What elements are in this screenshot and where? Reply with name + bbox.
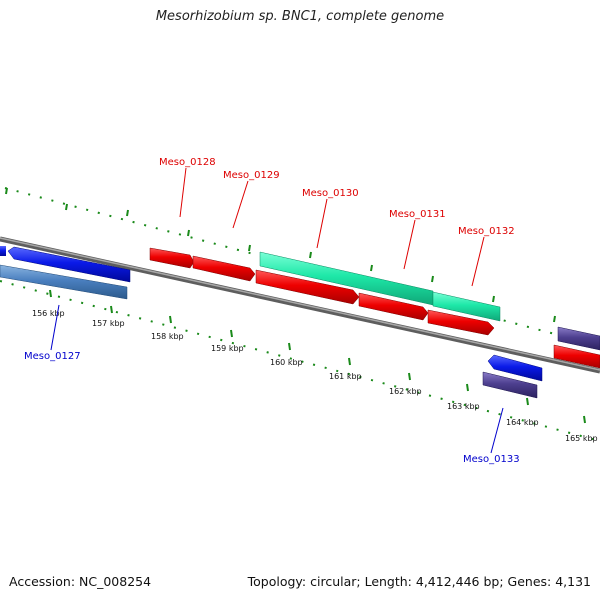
kbp-label: 163 kbp	[447, 402, 480, 411]
upper-tick-ring	[4, 187, 600, 347]
gene-label-meso-0133[interactable]: Meso_0133	[463, 454, 520, 465]
leader-meso-0130	[316, 198, 328, 249]
leader-meso-0129	[232, 180, 249, 229]
gene-labels: Meso_0128 Meso_0129 Meso_0130 Meso_0131 …	[24, 157, 520, 465]
cds-feature-meso-0131[interactable]	[358, 292, 429, 321]
feature-track	[0, 246, 600, 399]
leader-meso-0128	[179, 167, 187, 218]
cds-feature-meso-0127[interactable]	[7, 246, 131, 283]
kbp-label: 159 kbp	[211, 344, 244, 353]
kbp-label: 162 kbp	[389, 387, 422, 396]
upper-major-tick	[431, 275, 434, 283]
kbp-label: 160 kbp	[270, 358, 303, 367]
map-title: Mesorhizobium sp. BNC1, complete genome	[155, 9, 445, 24]
gene-label-meso-0130[interactable]: Meso_0130	[302, 188, 359, 199]
kbp-label: 158 kbp	[151, 332, 184, 341]
kbp-label: 161 kbp	[329, 372, 362, 381]
lower-major-tick	[348, 357, 351, 366]
lower-major-tick	[110, 305, 113, 314]
genome-summary-text: Topology: circular; Length: 4,412,446 bp…	[247, 574, 591, 589]
cds-feature-right-edge[interactable]	[553, 344, 600, 369]
upper-major-tick	[187, 229, 190, 237]
gene-feature-meso-0132[interactable]	[432, 291, 501, 322]
lower-major-tick	[169, 315, 172, 324]
lower-major-tick	[49, 289, 52, 298]
gene-label-leaders	[50, 167, 504, 454]
kbp-label: 164 kbp	[506, 418, 539, 427]
cds-feature-edge-left[interactable]	[0, 246, 6, 256]
kbp-label: 165 kbp	[565, 434, 598, 443]
leader-meso-0132	[471, 236, 485, 287]
cds-feature-meso-0128[interactable]	[149, 247, 195, 269]
gene-label-meso-0131[interactable]: Meso_0131	[389, 209, 446, 220]
lower-major-tick	[526, 397, 529, 406]
upper-major-tick	[248, 244, 251, 252]
accession-text: Accession: NC_008254	[9, 574, 152, 589]
upper-major-tick	[492, 295, 495, 303]
leader-meso-0127	[50, 304, 60, 351]
kbp-label: 157 kbp	[92, 319, 125, 328]
gene-label-meso-0132[interactable]: Meso_0132	[458, 226, 515, 237]
lower-tick-ring	[0, 280, 600, 442]
gene-label-meso-0129[interactable]: Meso_0129	[223, 170, 280, 181]
cds-feature-meso-0133[interactable]	[487, 354, 543, 382]
cds-feature-meso-0132[interactable]	[427, 309, 495, 336]
lower-major-tick	[466, 383, 469, 392]
gene-feature-meso-0127[interactable]	[0, 264, 128, 300]
leader-meso-0133	[490, 407, 504, 454]
lower-major-tick	[288, 342, 291, 351]
upper-major-tick	[5, 187, 8, 195]
lower-major-tick	[583, 415, 586, 424]
lower-tick-dots	[0, 280, 600, 442]
gene-label-meso-0127[interactable]: Meso_0127	[24, 351, 81, 362]
gene-label-meso-0128[interactable]: Meso_0128	[159, 157, 216, 168]
upper-major-tick	[309, 251, 312, 259]
kbp-label: 156 kbp	[32, 309, 65, 318]
gene-feature-meso-0133[interactable]	[482, 371, 538, 399]
upper-major-tick	[126, 209, 129, 217]
upper-major-tick	[370, 264, 373, 272]
genome-backbone	[0, 236, 600, 374]
gene-feature-right-edge[interactable]	[557, 326, 600, 351]
ruler-labels: 156 kbp 157 kbp 158 kbp 159 kbp 160 kbp …	[32, 309, 598, 443]
leader-meso-0131	[403, 219, 416, 270]
upper-major-tick	[65, 203, 68, 211]
upper-major-tick	[553, 315, 556, 323]
cds-feature-meso-0130[interactable]	[255, 269, 360, 305]
lower-major-tick	[408, 372, 411, 381]
cds-feature-meso-0129[interactable]	[192, 255, 256, 282]
lower-major-tick	[230, 329, 233, 338]
